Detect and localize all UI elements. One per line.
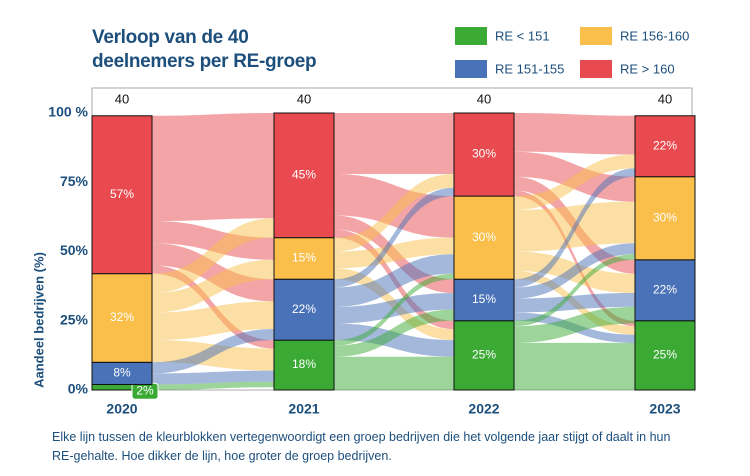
bar-segment: [634, 115, 696, 178]
flow: [514, 243, 635, 299]
legend-label: RE 156-160: [620, 28, 689, 43]
value-label: 18%: [292, 357, 316, 371]
flow: [334, 254, 454, 307]
flow: [514, 154, 635, 210]
value-label: 15%: [472, 292, 496, 306]
flow: [514, 342, 635, 390]
value-label: 15%: [292, 251, 316, 265]
bar-segment: [634, 176, 696, 261]
flow: [152, 113, 274, 222]
value-label: 8%: [113, 366, 131, 380]
total-label: 40: [658, 91, 672, 106]
flow: [152, 243, 274, 302]
value-label: 25%: [653, 348, 677, 362]
x-tick-label: 2021: [288, 401, 319, 417]
value-label: 45%: [292, 167, 316, 181]
flow: [514, 113, 635, 155]
flow: [152, 329, 274, 374]
value-label: 22%: [653, 138, 677, 152]
value-label: 22%: [292, 302, 316, 316]
bar-segment: [634, 320, 696, 391]
bar-segment: [273, 278, 335, 341]
flow: [334, 187, 454, 288]
value-label: 30%: [472, 147, 496, 161]
value-label: 57%: [110, 187, 134, 201]
chart-title: Verloop van de 40 deelnemers per RE-groe…: [92, 27, 317, 72]
flow: [152, 218, 274, 294]
y-tick-label: 25%: [60, 311, 89, 327]
legend-swatch: [580, 27, 612, 45]
bar-segment: [453, 195, 515, 280]
flow: [334, 173, 454, 252]
legend-label: RE 151-155: [495, 61, 564, 76]
legend-label: RE > 160: [620, 61, 675, 76]
flows: [152, 113, 635, 390]
x-tick-label: 2022: [468, 401, 499, 417]
y-tick-label: 75%: [60, 173, 89, 189]
flow: [334, 273, 454, 346]
value-label: 2%: [136, 383, 154, 397]
flow: [152, 381, 274, 390]
total-label: 40: [115, 91, 129, 106]
y-tick-label: 50%: [60, 242, 89, 258]
flow: [514, 254, 635, 327]
flow: [514, 190, 635, 327]
legend-label: RE < 151: [495, 28, 550, 43]
bar-segment: [273, 339, 335, 391]
flow: [152, 370, 274, 385]
flow: [334, 237, 454, 269]
total-label: 40: [477, 91, 491, 106]
flow: [334, 323, 454, 357]
y-tick-label: 100 %: [48, 104, 88, 120]
caption: Elke lijn tussen de kleurblokken vertege…: [52, 430, 671, 463]
value-label: 32%: [110, 310, 134, 324]
value-label: 25%: [472, 348, 496, 362]
bar-segment: [453, 112, 515, 197]
flow: [334, 356, 454, 390]
legend-swatch: [580, 60, 612, 78]
bar-segment: [634, 259, 696, 322]
bar-segment: [91, 115, 153, 275]
value-label: 30%: [472, 230, 496, 244]
value-label: 30%: [653, 210, 677, 224]
flow: [152, 301, 274, 341]
x-tick-label: 2023: [649, 401, 680, 417]
y-tick-label: 0%: [68, 381, 89, 397]
flow: [514, 293, 635, 313]
legend-swatch: [455, 27, 487, 45]
flow: [514, 306, 635, 343]
flow: [514, 168, 635, 288]
flow: [152, 259, 274, 313]
bar-segment: [273, 237, 335, 280]
flow: [334, 309, 454, 357]
bar-segment: [273, 112, 335, 239]
value-label: 22%: [653, 282, 677, 296]
x-tick-label: 2020: [106, 401, 137, 417]
legend-swatch: [455, 60, 487, 78]
flow: [152, 221, 274, 260]
chart: Aandeel bedrijven (%) 0% 25% 50% 75% 100 % 20…: [31, 27, 696, 417]
bar-segment: [91, 273, 153, 363]
flow: [334, 113, 454, 174]
total-label: 40: [297, 91, 311, 106]
y-axis-label: Aandeel bedrijven (%): [31, 252, 46, 388]
